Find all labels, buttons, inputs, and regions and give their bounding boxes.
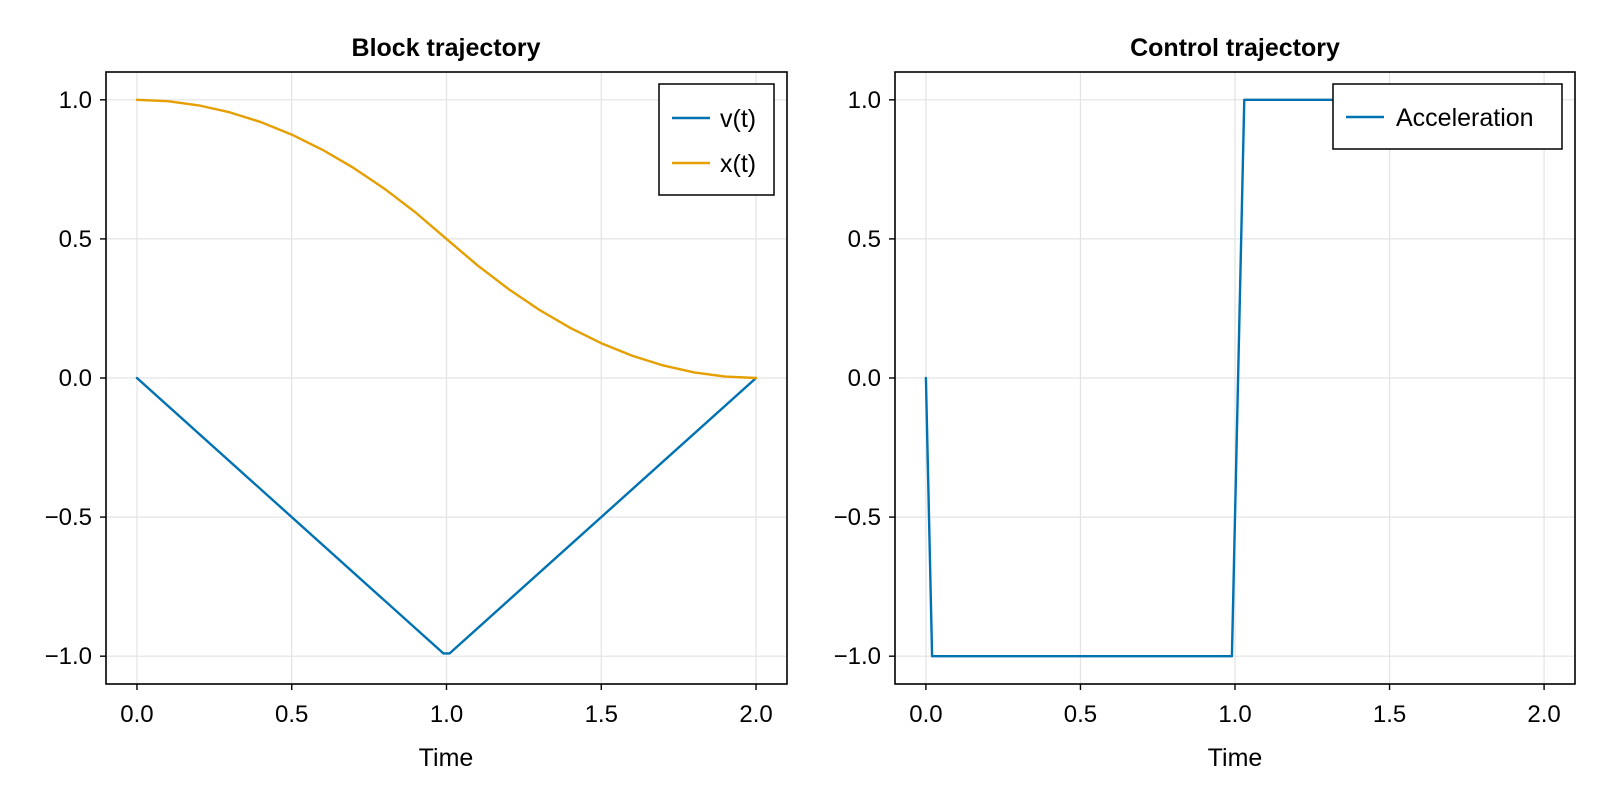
x-tick-label: 2.0 <box>1527 701 1560 728</box>
control-trajectory-panel: Control trajectory 0.0 0.5 1.0 1.5 2.0 1… <box>834 34 1576 772</box>
x-tick-label: 1.0 <box>430 701 463 728</box>
y-tick-label: 0.5 <box>848 226 881 253</box>
block-trajectory-panel: Block trajectory 0.0 0.5 1.0 1.5 2.0 1.0… <box>45 34 788 772</box>
chart-title: Control trajectory <box>1130 34 1340 62</box>
legend: Acceleration <box>1332 83 1563 150</box>
series-layer <box>135 98 758 655</box>
y-tick-label: 0.0 <box>59 365 92 392</box>
x-tick-label: 1.5 <box>585 701 618 728</box>
ticks: 0.0 0.5 1.0 1.5 2.0 1.0 0.5 0.0 −0.5 −1.… <box>45 87 773 728</box>
x-tick-label: 0.5 <box>275 701 308 728</box>
y-tick-label: 1.0 <box>59 87 92 114</box>
y-tick-label: −0.5 <box>834 504 881 531</box>
x-tick-label: 0.5 <box>1064 701 1097 728</box>
x-tick-label: 0.0 <box>120 701 153 728</box>
series-line-x-t <box>135 98 758 380</box>
x-tick-label: 1.0 <box>1218 701 1251 728</box>
y-tick-label: 1.0 <box>848 87 881 114</box>
series-line-v-t <box>135 376 758 655</box>
x-axis-label: Time <box>1208 744 1263 772</box>
y-tick-label: 0.5 <box>59 226 92 253</box>
legend-box <box>658 83 775 196</box>
y-tick-label: 0.0 <box>848 365 881 392</box>
y-tick-label: −1.0 <box>45 643 92 670</box>
legend-label: x(t) <box>720 150 756 178</box>
x-tick-label: 1.5 <box>1373 701 1406 728</box>
y-tick-label: −0.5 <box>45 504 92 531</box>
x-tick-label: 0.0 <box>909 701 942 728</box>
x-tick-label: 2.0 <box>739 701 772 728</box>
grid <box>895 72 1575 684</box>
chart-title: Block trajectory <box>352 34 541 62</box>
y-tick-label: −1.0 <box>834 643 881 670</box>
legend: v(t) x(t) <box>658 83 775 196</box>
ticks: 0.0 0.5 1.0 1.5 2.0 1.0 0.5 0.0 −0.5 −1.… <box>834 87 1561 728</box>
x-axis-label: Time <box>419 744 474 772</box>
legend-label: Acceleration <box>1396 104 1534 132</box>
legend-label: v(t) <box>720 105 756 133</box>
